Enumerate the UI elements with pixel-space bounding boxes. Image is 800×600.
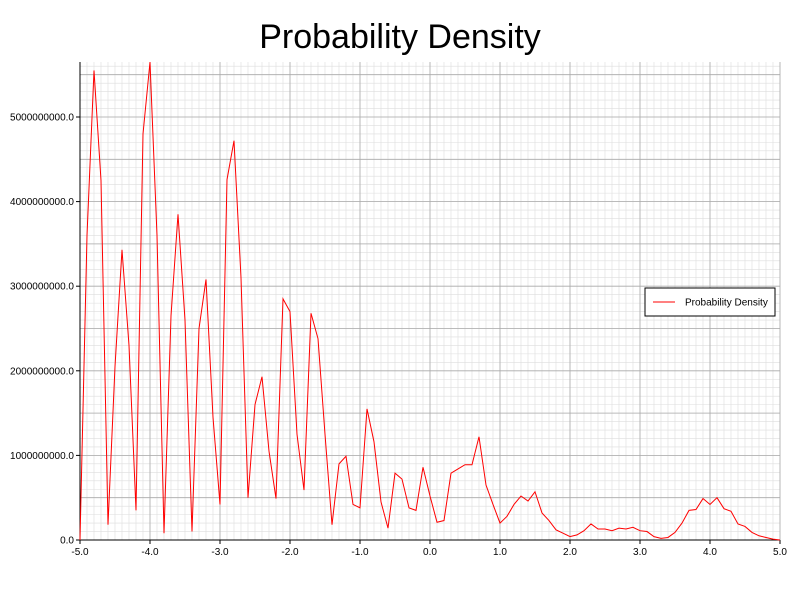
- y-axis-ticks: 0.0 1000000000.0 2000000000.0 3000000000.0 4…: [10, 112, 80, 547]
- x-tick-label: 0.0: [423, 547, 437, 558]
- y-tick-label: 0.0: [60, 536, 74, 547]
- x-tick-label: 5.0: [773, 547, 787, 558]
- y-tick-label: 3000000000.0: [10, 282, 74, 293]
- x-tick-label: -1.0: [351, 547, 369, 558]
- legend-label: Probability Density: [685, 298, 768, 309]
- x-tick-label: -2.0: [281, 547, 299, 558]
- x-axis-ticks: -5.0 -4.0 -3.0 -2.0 -1.0 0.0 1.0 2.0 3.0 4.0 5.0: [71, 540, 787, 558]
- y-tick-label: 2000000000.0: [10, 366, 74, 377]
- x-tick-label: 1.0: [493, 547, 507, 558]
- y-tick-label: 4000000000.0: [10, 197, 74, 208]
- x-tick-label: 4.0: [703, 547, 717, 558]
- series-layer: [79, 61, 781, 541]
- legend: Probability Density: [644, 287, 776, 317]
- chart-title: Probability Density: [259, 18, 541, 56]
- y-tick-label: 5000000000.0: [10, 112, 74, 123]
- y-tick-label: 1000000000.0: [10, 451, 74, 462]
- x-tick-label: -5.0: [71, 547, 89, 558]
- x-tick-label: 3.0: [633, 547, 647, 558]
- x-tick-label: -3.0: [211, 547, 229, 558]
- x-tick-label: 2.0: [563, 547, 577, 558]
- series-line: [79, 61, 781, 541]
- x-tick-label: -4.0: [141, 547, 159, 558]
